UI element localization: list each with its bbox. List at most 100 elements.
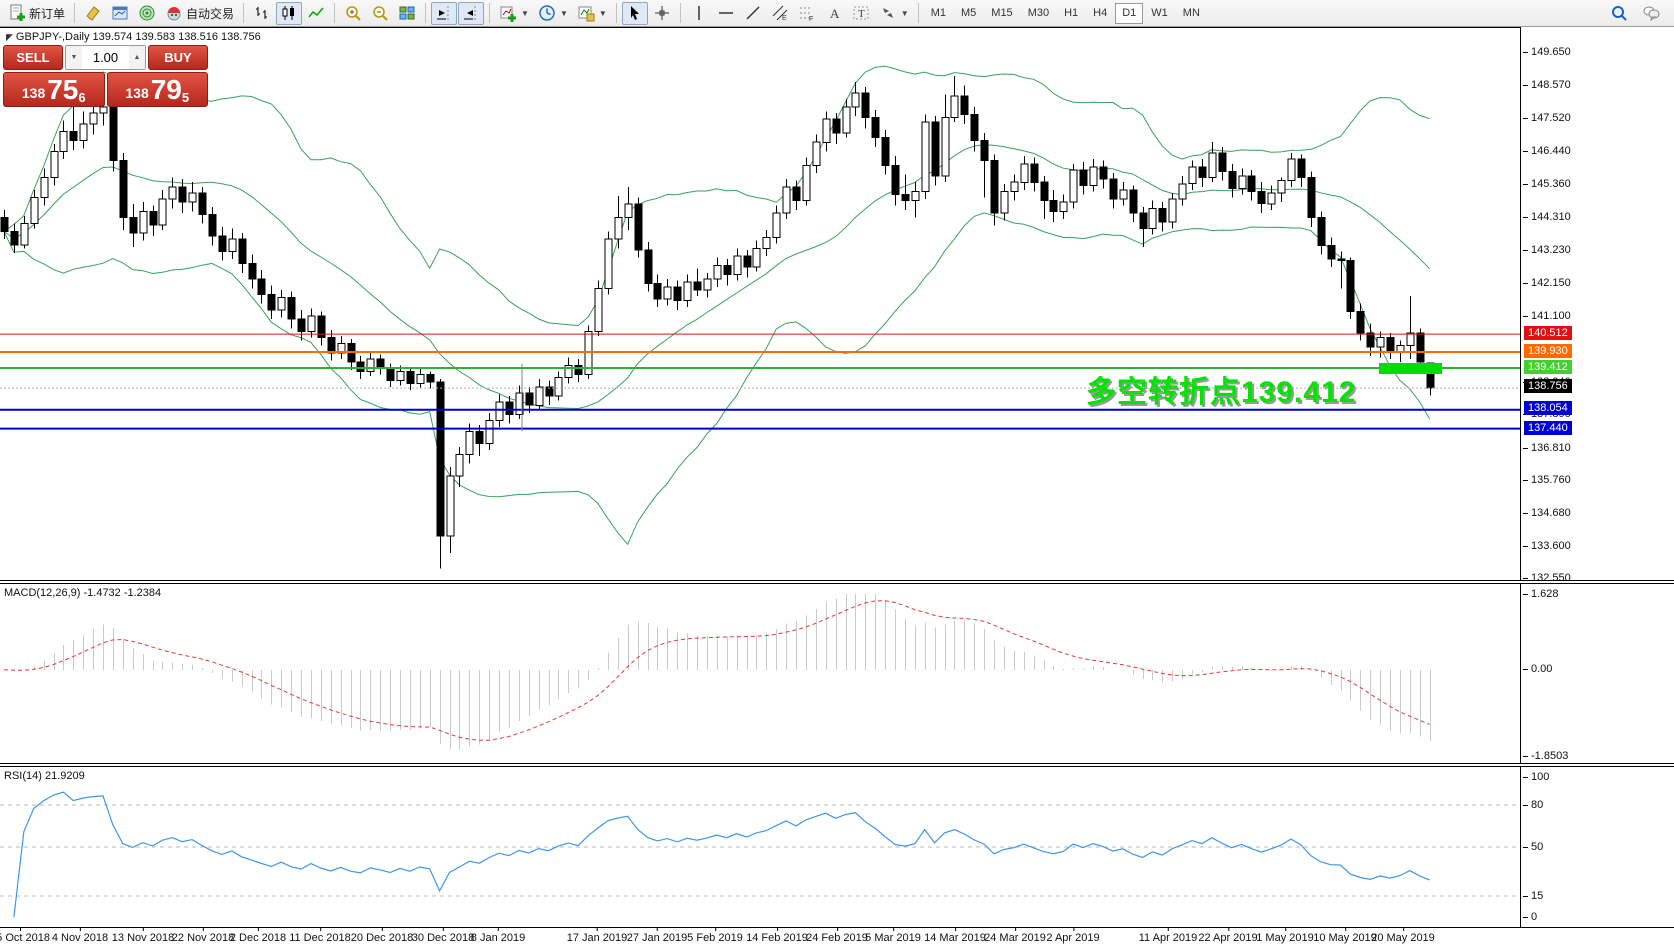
- candle: [109, 100, 118, 172]
- chevron-down-icon[interactable]: ▼: [559, 8, 568, 18]
- chevron-down-icon[interactable]: ▼: [598, 8, 607, 18]
- price-tick: 145.360: [1523, 178, 1571, 190]
- timeframe-m30-button[interactable]: M30: [1027, 7, 1050, 19]
- date-tick: 5 Feb 2019: [687, 928, 743, 944]
- timeframe-w1-button[interactable]: W1: [1151, 7, 1168, 19]
- volume-increase-button[interactable]: ▲: [129, 46, 145, 69]
- macd-indicator-plot[interactable]: MACD(12,26,9) -1.4732 -1.2384: [0, 584, 1520, 763]
- chart-window-icon: [111, 4, 129, 22]
- candle: [287, 291, 296, 329]
- price-tick: 146.440: [1523, 145, 1571, 157]
- chevron-down-icon[interactable]: ▼: [521, 8, 529, 18]
- price-axis[interactable]: 149.650 148.570 147.520 146.440 145.360 144.3…: [1520, 27, 1674, 584]
- date-tick: 11 Apr 2019: [1138, 928, 1198, 944]
- timeframe-m15-button[interactable]: M15: [991, 7, 1013, 19]
- arrows-tool-button[interactable]: ▼: [875, 2, 913, 25]
- candle: [446, 466, 455, 553]
- candle: [634, 197, 643, 258]
- sell-price-display[interactable]: 138 75 6: [3, 72, 105, 107]
- candle: [59, 120, 68, 160]
- date-tick: 10 May 2019: [1313, 928, 1377, 944]
- periods-button[interactable]: ▼: [534, 2, 572, 25]
- zoom-out-button[interactable]: [367, 2, 393, 25]
- candle-chart-button[interactable]: [276, 1, 303, 25]
- candle: [436, 379, 445, 569]
- candle: [644, 242, 653, 292]
- rsi-indicator-plot[interactable]: RSI(14) 21.9209: [0, 767, 1520, 927]
- brush-button[interactable]: [80, 2, 106, 25]
- candle: [248, 254, 257, 289]
- timeframe-d1-button[interactable]: D1: [1115, 2, 1144, 24]
- turning-point-annotation: 多空转折点139.412: [1086, 376, 1357, 409]
- bollinger-middle-band: [3, 144, 1430, 410]
- candle: [69, 106, 78, 150]
- timeframe-h4-button[interactable]: H4: [1093, 7, 1108, 19]
- panel-separator[interactable]: [0, 763, 1674, 767]
- chart-shift-button[interactable]: [431, 1, 458, 25]
- candle: [782, 179, 791, 220]
- candle: [713, 257, 722, 287]
- sell-price-sup: 6: [78, 90, 86, 105]
- timeframe-mn-button[interactable]: MN: [1182, 7, 1200, 19]
- zoom-in-icon: [344, 4, 362, 22]
- candle: [941, 94, 950, 183]
- fibonacci-tool-button[interactable]: F: [794, 2, 820, 25]
- turning-point-highlight[interactable]: [1379, 363, 1442, 374]
- chart-autoscroll-button[interactable]: [458, 1, 485, 25]
- cursor-icon: [626, 4, 644, 22]
- buy-price-display[interactable]: 138 79 5: [106, 72, 208, 107]
- main-chart-plot[interactable]: [0, 27, 1520, 580]
- candle: [1168, 193, 1177, 229]
- candle: [1158, 202, 1167, 232]
- timeframe-m5-button[interactable]: M5: [961, 7, 977, 19]
- zoom-in-button[interactable]: [340, 2, 366, 25]
- crosshair-button[interactable]: [649, 2, 675, 25]
- sell-price-big: 75: [47, 74, 79, 105]
- volume-decrease-button[interactable]: ▼: [66, 46, 82, 69]
- templates-button[interactable]: ▼: [573, 2, 611, 25]
- sell-button[interactable]: SELL: [3, 45, 63, 70]
- search-button[interactable]: [1606, 2, 1632, 25]
- trendline-tool-button[interactable]: [740, 2, 766, 25]
- profile-button[interactable]: [134, 2, 160, 25]
- label-tool-button[interactable]: T: [848, 2, 874, 25]
- volume-input[interactable]: [82, 46, 129, 69]
- svg-text:A: A: [830, 6, 840, 21]
- vline-tool-button[interactable]: [686, 2, 712, 25]
- channel-tool-button[interactable]: E: [767, 2, 793, 25]
- candle: [545, 380, 554, 406]
- date-tick: 14 Feb 2019: [746, 928, 808, 944]
- buy-button[interactable]: BUY: [148, 45, 208, 70]
- chevron-down-icon[interactable]: ▼: [900, 8, 909, 18]
- hline-tool-button[interactable]: [713, 2, 739, 25]
- chart-shift-icon: [435, 4, 453, 22]
- candle: [802, 157, 811, 206]
- panel-separator[interactable]: [0, 580, 1674, 584]
- macd-axis[interactable]: 1.628 0.00 -1.8503: [1520, 584, 1674, 763]
- bars-chart-button[interactable]: [249, 2, 275, 25]
- indicators-button[interactable]: ▼: [495, 2, 533, 25]
- toolbar-separator: [489, 3, 491, 23]
- text-tool-button[interactable]: A: [821, 2, 847, 25]
- tile-windows-button[interactable]: [394, 2, 420, 25]
- new-order-button[interactable]: 新订单: [4, 2, 69, 25]
- date-tick: 24 Mar 2019: [984, 928, 1046, 944]
- price-tick: 149.650: [1523, 46, 1571, 58]
- chat-button[interactable]: [1638, 2, 1664, 25]
- candles: [0, 76, 1435, 569]
- chart-window-button[interactable]: [107, 2, 133, 25]
- tile-windows-icon: [398, 4, 416, 22]
- line-chart-button[interactable]: [303, 2, 329, 25]
- timeframe-h1-button[interactable]: H1: [1064, 7, 1079, 19]
- rsi-chart: [0, 791, 1520, 918]
- timeframe-m1-button[interactable]: M1: [930, 7, 946, 19]
- rsi-axis[interactable]: 100 80 50 15 0: [1520, 767, 1674, 927]
- autotrading-button[interactable]: 自动交易: [161, 2, 238, 25]
- collapse-triangle-icon[interactable]: ◤: [6, 32, 13, 42]
- cursor-button[interactable]: [621, 1, 648, 25]
- candle: [1376, 331, 1385, 358]
- price-tick: 144.310: [1523, 211, 1571, 223]
- candle: [1366, 323, 1375, 356]
- candle: [970, 106, 979, 152]
